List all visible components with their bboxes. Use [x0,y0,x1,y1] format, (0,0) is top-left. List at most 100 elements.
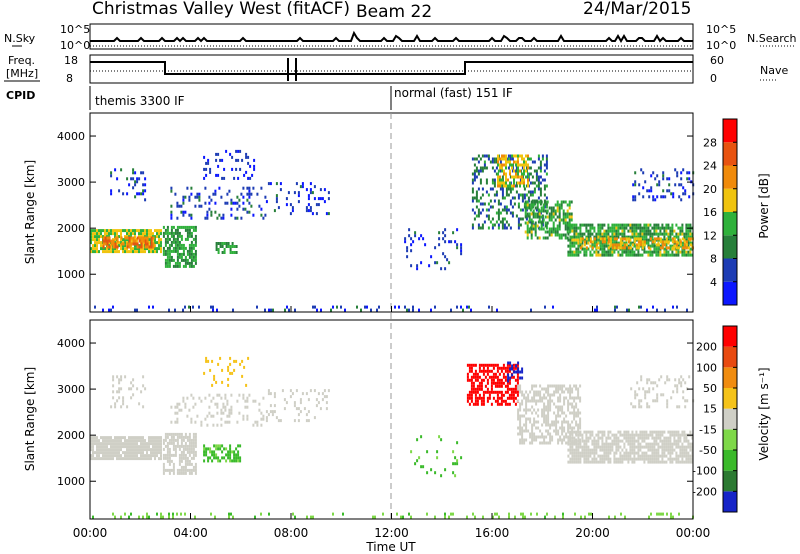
power-cell [136,245,139,249]
velocity-cell [184,447,187,451]
power-cell [568,203,571,207]
velocity-cell [108,439,110,443]
power-cell [617,226,620,230]
velocity-cell [216,393,219,397]
velocity-cell [512,387,515,391]
power-cell [224,201,227,205]
power-cell [319,188,322,192]
power-cell [605,244,608,248]
date-label: 24/Mar/2015 [583,0,691,19]
power-cell [575,226,578,230]
velocity-cell [567,430,570,434]
power-cell [544,230,547,234]
velocity-cell [480,384,483,388]
power-cell [531,199,534,203]
velocity-cell [676,405,679,409]
velocity-cell [651,442,654,446]
power-cell [645,238,648,242]
velocity-cell [653,451,656,455]
velocity-cell [519,432,522,436]
velocity-cell [506,384,509,388]
power-cell [540,215,543,219]
velocity-cell [679,433,682,437]
power-cell [248,195,251,199]
velocity-colorbar-tick-label: -50 [699,444,717,457]
power-cell [575,238,578,242]
power-cell [665,226,668,230]
velocity-cell [674,384,677,388]
velocity-cell [492,390,495,394]
velocity-cell [490,384,493,388]
power-cell [206,210,209,214]
velocity-cell [170,432,173,436]
power-cell [534,200,537,204]
velocity-cell [559,396,562,400]
velocity-cell [190,438,193,442]
velocity-cell [92,445,94,449]
power-cell [118,250,120,254]
velocity-cell [547,393,550,397]
power-cell [134,171,137,175]
velocity-cell [158,436,160,440]
velocity-cell [168,456,171,460]
power-cell [501,193,504,197]
power-cell [550,227,553,231]
power-cell [525,163,527,167]
velocity-cell [646,402,649,406]
velocity-cell [527,429,530,433]
velocity-cell [213,444,216,448]
power-cell [540,227,543,231]
velocity-cell [104,451,106,455]
power-cell [505,154,507,158]
velocity-cell [138,445,140,449]
power-cell [579,246,582,250]
power-cell [505,178,507,182]
x-tick-label: 04:00 [173,526,208,540]
x-axis-label: Time UT [365,540,416,554]
velocity-cell [654,381,657,385]
velocity-cell [132,393,135,397]
power-cell [649,247,652,251]
velocity-cell [224,420,227,424]
power-cell [647,229,650,233]
power-cell [410,237,413,241]
power-cell [414,231,417,235]
velocity-cell [482,390,485,394]
power-cell [619,226,622,230]
power-cell [643,223,646,227]
velocity-colorbar-frame [722,325,738,513]
power-cell [677,250,680,254]
velocity-cell [152,448,154,452]
velocity-cell [488,393,491,397]
power-cell [566,212,569,216]
power-cell [505,187,508,191]
power-cell [634,171,637,175]
power-cell [140,239,143,243]
velocity-cell [196,414,199,418]
power-cell [595,235,598,239]
power-cell [230,198,233,202]
power-cell [260,207,263,211]
velocity-cell [563,426,566,430]
power-cell [619,243,622,247]
power-cell [507,166,510,170]
power-cell [669,238,672,242]
velocity-cell [146,454,148,458]
velocity-cell [536,512,538,516]
power-cell [194,228,197,232]
power-cell [621,250,624,254]
power-cell [615,223,618,227]
power-cell [611,235,614,239]
velocity-cell [569,439,572,443]
velocity-cell [156,442,158,446]
velocity-cell [114,442,116,446]
velocity-cell [106,436,108,440]
power-cell [194,234,197,238]
velocity-cell [194,471,197,475]
velocity-cell [476,396,479,400]
velocity-cell [555,384,558,388]
power-cell [152,245,155,249]
velocity-cell [206,414,209,418]
power-cell [503,172,505,176]
power-cell [599,247,602,251]
